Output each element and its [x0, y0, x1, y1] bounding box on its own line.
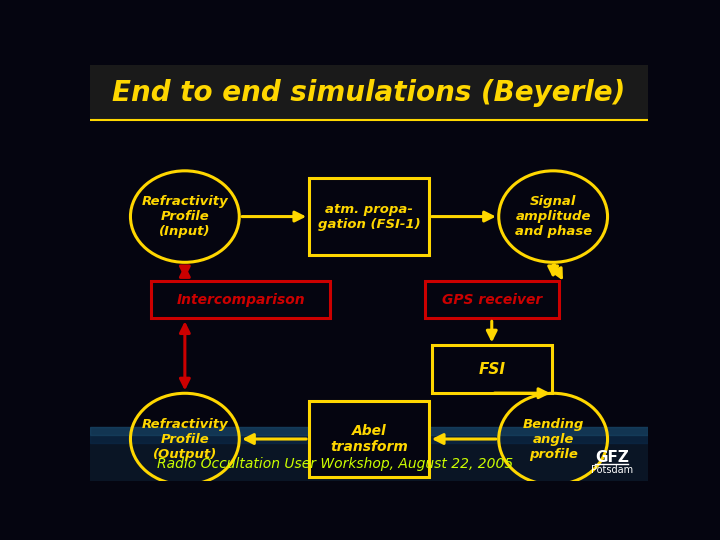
Text: FSI: FSI [478, 362, 505, 377]
Text: Abel
transform: Abel transform [330, 424, 408, 454]
FancyBboxPatch shape [309, 178, 429, 255]
Text: GFZ: GFZ [595, 450, 629, 465]
Bar [90, 427, 648, 481]
FancyBboxPatch shape [432, 345, 552, 393]
Text: End to end simulations (Beyerle): End to end simulations (Beyerle) [112, 79, 626, 107]
Bar [90, 65, 648, 120]
Bar [90, 427, 648, 435]
FancyBboxPatch shape [425, 281, 559, 319]
Text: Refractivity
Profile
(Output): Refractivity Profile (Output) [142, 417, 228, 461]
Text: Radio Occultation User Workshop, August 22, 2005: Radio Occultation User Workshop, August … [158, 457, 513, 471]
Text: Refractivity
Profile
(Input): Refractivity Profile (Input) [142, 195, 228, 238]
Text: Signal
amplitude
and phase: Signal amplitude and phase [515, 195, 592, 238]
FancyBboxPatch shape [309, 401, 429, 477]
Bar [90, 427, 648, 443]
Text: Potsdam: Potsdam [590, 465, 633, 475]
Text: atm. propa-
gation (FSI-1): atm. propa- gation (FSI-1) [318, 202, 420, 231]
Text: GPS receiver: GPS receiver [441, 293, 542, 307]
FancyBboxPatch shape [151, 281, 330, 319]
Text: Bending
angle
profile: Bending angle profile [523, 417, 584, 461]
Text: Intercomparison: Intercomparison [176, 293, 305, 307]
